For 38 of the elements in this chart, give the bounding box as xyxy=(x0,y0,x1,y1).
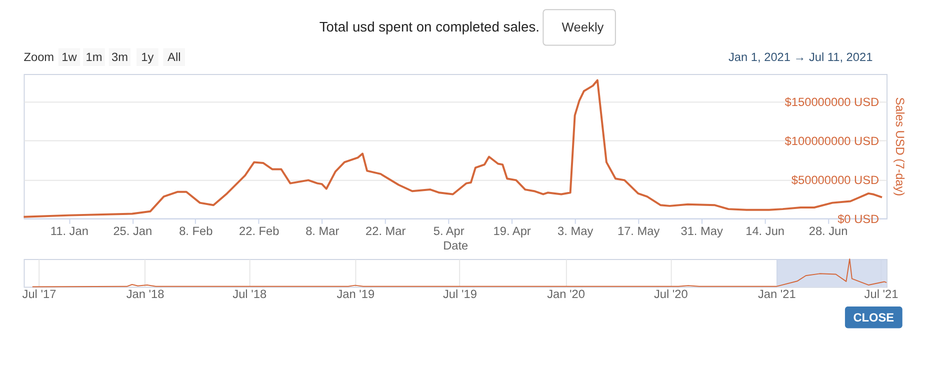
x-tick-label: 5. Apr xyxy=(433,224,464,238)
text: CLOSE xyxy=(853,310,894,324)
text: 1m xyxy=(86,50,102,64)
text: 1y xyxy=(141,50,154,64)
x-tick-label: 25. Jan xyxy=(113,224,152,238)
x-tick-label: 22. Mar xyxy=(366,224,406,238)
x-tick-label: Jan '18 xyxy=(126,287,165,302)
chart-title: Total usd spent on completed sales. xyxy=(319,18,540,34)
x-tick-label: 8. Mar xyxy=(306,224,340,238)
text: Jan 1, 2021 → Jul 11, 2021 xyxy=(728,50,874,64)
x-tick-label: Jan '20 xyxy=(547,287,586,302)
x-tick-label: 17. May xyxy=(617,224,660,238)
text: All xyxy=(168,50,181,64)
x-tick-label: Jan '19 xyxy=(336,287,375,302)
y-tick-label: $100000000 USD xyxy=(784,134,880,148)
text: Weekly xyxy=(562,19,604,34)
x-tick-label: Jul '18 xyxy=(232,287,267,302)
x-tick-label: Jul '17 xyxy=(22,287,56,302)
x-tick-label: 28. Jun xyxy=(808,224,848,238)
x-tick-label: 22. Feb xyxy=(239,224,280,238)
text: 1w xyxy=(62,50,78,64)
x-tick-label: 8. Feb xyxy=(179,224,214,238)
y-tick-label: $150000000 USD xyxy=(784,94,880,109)
y-tick-label: $0 USD xyxy=(838,212,880,226)
x-tick-label: Jul '19 xyxy=(442,287,478,302)
x-tick-label: Jul '21 xyxy=(864,287,899,302)
text: 3m xyxy=(111,50,128,64)
x-tick-label: 31. May xyxy=(680,224,723,238)
x-tick-label: Jul '20 xyxy=(654,287,688,302)
x-tick-label: 14. Jun xyxy=(746,224,785,238)
x-axis-title: Date xyxy=(443,238,469,253)
x-tick-label: 19. Apr xyxy=(493,224,531,238)
x-tick-label: 11. Jan xyxy=(50,224,88,238)
x-tick-label: 3. May xyxy=(558,224,594,238)
text: Zoom xyxy=(24,50,54,64)
y-axis-title: Sales USD (7-day) xyxy=(892,97,907,196)
x-tick-label: Jan '21 xyxy=(758,287,796,302)
y-tick-label: $50000000 USD xyxy=(791,172,880,187)
